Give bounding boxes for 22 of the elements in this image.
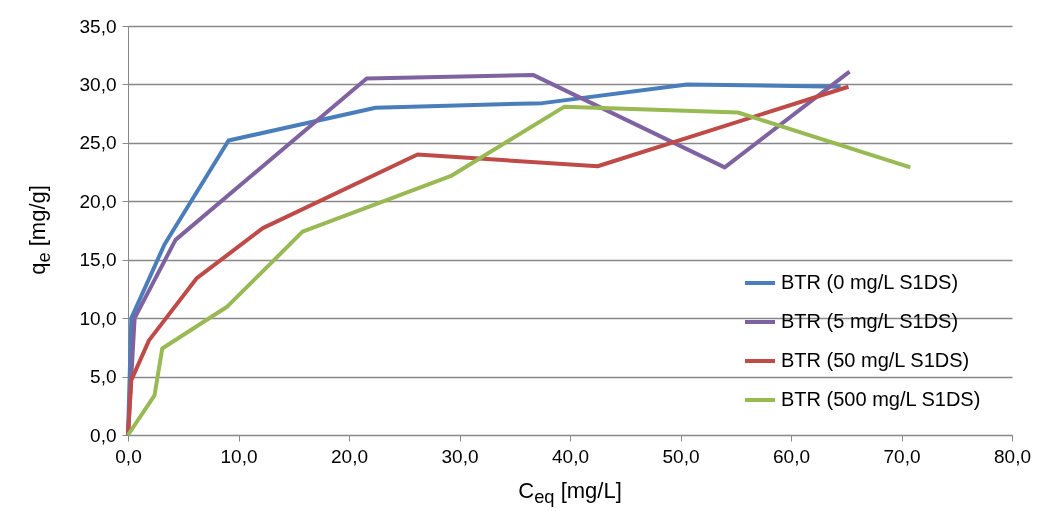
x-tick-label: 50,0 — [662, 445, 700, 467]
legend-label: BTR (5 mg/L S1DS) — [781, 310, 959, 332]
y-tick-label: 0,0 — [90, 424, 117, 446]
y-tick-label: 30,0 — [79, 73, 117, 95]
y-tick-label: 35,0 — [79, 15, 117, 37]
y-tick-label: 25,0 — [79, 132, 117, 154]
x-tick-label: 60,0 — [773, 445, 810, 467]
x-tick-label: 20,0 — [331, 445, 368, 467]
legend-label: BTR (0 mg/L S1DS) — [781, 271, 959, 293]
x-tick-label: 10,0 — [220, 445, 258, 467]
y-tick-label: 20,0 — [79, 190, 117, 212]
x-tick-label: 70,0 — [883, 445, 921, 467]
y-tick-label: 15,0 — [79, 249, 117, 271]
legend-label: BTR (50 mg/L S1DS) — [781, 349, 970, 371]
x-axis-title: C$_{eq}$ [mg/L] — [517, 478, 623, 509]
x-tick-label: 30,0 — [441, 445, 479, 467]
legend-label: BTR (500 mg/L S1DS) — [781, 388, 981, 410]
y-tick-label: 10,0 — [79, 307, 117, 329]
x-tick-label: 80,0 — [994, 445, 1031, 467]
x-tick-label: 40,0 — [552, 445, 589, 467]
y-tick-label: 5,0 — [90, 366, 117, 388]
x-tick-label: 0,0 — [115, 445, 142, 467]
